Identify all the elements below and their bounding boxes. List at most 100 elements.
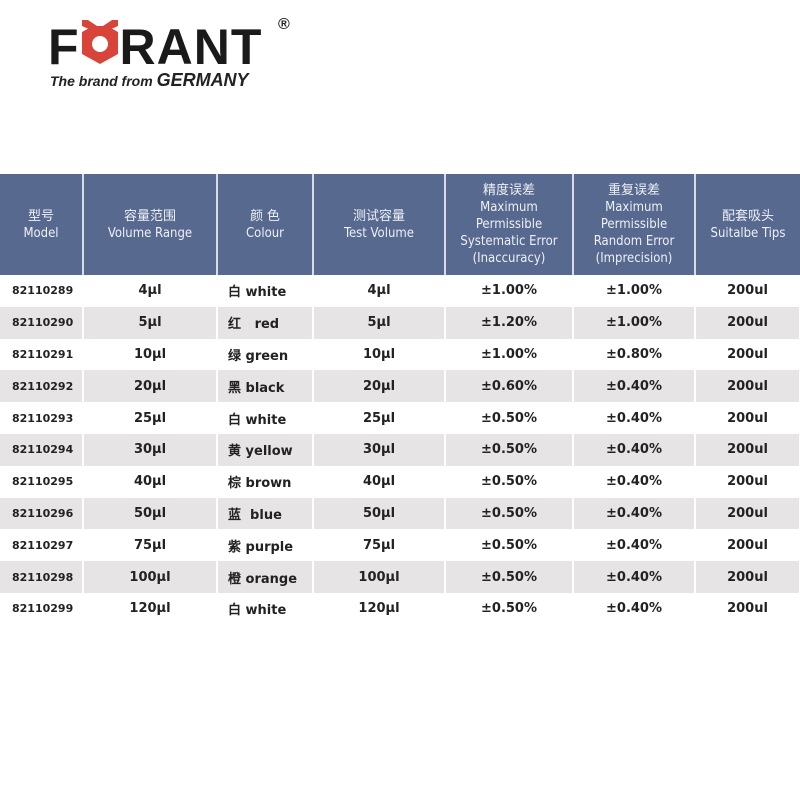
table-cell: ±0.50% (445, 497, 574, 530)
table-cell: 白 white (217, 592, 314, 625)
table-cell: 黄 yellow (217, 433, 314, 466)
table-cell: 82110299 (0, 592, 84, 625)
column-header: 重复误差 Maximum Permissible Random Error (Im… (573, 174, 696, 275)
table-header-row: 型号 Model 容量范围 Volume Range 颜 色 Colour 测试容量 Test… (0, 174, 800, 275)
table-cell: ±0.40% (573, 370, 696, 403)
table-cell: ±0.50% (445, 529, 574, 562)
column-header: 型号 Model (0, 174, 84, 275)
table-cell: 棕 brown (217, 465, 314, 498)
table-cell: 5µl (313, 306, 446, 339)
table-cell: 黑 black (217, 370, 314, 403)
table-cell: 82110291 (0, 338, 84, 371)
table-cell: ±1.00% (573, 275, 696, 307)
column-header-en: Colour (246, 225, 284, 241)
table-cell: 200ul (695, 306, 800, 339)
table-row: 82110294 30µl 黄 yellow 30µl ±0.50% ±0.40% 200u… (0, 433, 800, 466)
table-cell: 蓝 blue (217, 497, 314, 530)
registered-mark: ® (278, 16, 290, 33)
table-cell: 40µl (313, 465, 446, 498)
table-cell: 82110294 (0, 433, 84, 466)
table-cell: 82110296 (0, 497, 84, 530)
table-cell: ±1.00% (445, 275, 574, 307)
table-cell: 10µl (313, 338, 446, 371)
table-cell: 红 red (217, 306, 314, 339)
table-cell: ±1.00% (445, 338, 574, 371)
table-cell: 82110290 (0, 306, 84, 339)
table-cell: 橙 orange (217, 561, 314, 593)
table-row: 82110291 10µl 绿 green 10µl ±1.00% ±0.80% 200ul (0, 338, 800, 371)
table-cell: 200ul (695, 592, 800, 625)
table-cell: 82110292 (0, 370, 84, 403)
tagline: The brand from GERMANY (50, 70, 249, 90)
table-cell: ±0.60% (445, 370, 574, 403)
table-cell: 200ul (695, 433, 800, 466)
table-cell: 200ul (695, 561, 800, 593)
column-header-en: Maximum Permissible Systematic Error (In… (460, 200, 558, 266)
table-cell: 82110298 (0, 561, 84, 593)
table-cell: ±0.50% (445, 592, 574, 625)
column-header-zh: 容量范围 (123, 208, 176, 224)
table-cell: ±0.40% (573, 592, 696, 625)
table-cell: 100µl (313, 561, 446, 593)
table-row: 82110293 25µl 白 white 25µl ±0.50% ±0.40% 200ul (0, 402, 800, 434)
table-cell: 120µl (83, 592, 218, 625)
table-cell: 82110293 (0, 402, 84, 434)
column-header-en: Model (23, 225, 59, 241)
table-cell: ±0.50% (445, 465, 574, 498)
table-cell: ±0.80% (573, 338, 696, 371)
table-cell: 白 white (217, 275, 314, 307)
table-cell: ±0.40% (573, 433, 696, 466)
column-header-zh: 配套吸头 (721, 208, 774, 224)
table-cell: ±0.40% (573, 465, 696, 498)
table-cell: 4µl (313, 275, 446, 307)
table-cell: 200ul (695, 402, 800, 434)
table-cell: ±0.50% (445, 561, 574, 593)
column-header: 颜 色 Colour (217, 174, 314, 275)
table-cell: 200ul (695, 338, 800, 371)
column-header-zh: 颜 色 (250, 208, 280, 224)
table-cell: 50µl (313, 497, 446, 530)
table-cell: 5µl (83, 306, 218, 339)
table-cell: 20µl (313, 370, 446, 403)
table-row: 82110299 120µl 白 white 120µl ±0.50% ±0.40% 200… (0, 592, 800, 625)
column-header-en: Test Volume (344, 225, 414, 241)
table-cell: ±1.20% (445, 306, 574, 339)
column-header-en: Suitalbe Tips (710, 225, 786, 241)
table-cell: 75µl (313, 529, 446, 562)
table-cell: 82110295 (0, 465, 84, 498)
column-header-zh: 重复误差 (607, 183, 660, 198)
column-header: 配套吸头 Suitalbe Tips (695, 174, 800, 275)
table-cell: 20µl (83, 370, 218, 403)
table-cell: 200ul (695, 275, 800, 307)
brand-wordmark: F RANT (48, 19, 263, 75)
table-cell: 75µl (83, 529, 218, 562)
pipette-spec-table: 型号 Model 容量范围 Volume Range 颜 色 Colour 测试容量 Test… (0, 174, 800, 625)
table-cell: ±0.50% (445, 402, 574, 434)
table-cell: 200ul (695, 497, 800, 530)
table-cell: 100µl (83, 561, 218, 593)
table-cell: 10µl (83, 338, 218, 371)
table-cell: 82110289 (0, 275, 84, 307)
table-cell: 30µl (83, 433, 218, 466)
column-header-zh: 精度误差 (482, 183, 535, 198)
table-cell: 绿 green (217, 338, 314, 371)
table-cell: 白 white (217, 402, 314, 434)
table-cell: 25µl (313, 402, 446, 434)
table-cell: 25µl (83, 402, 218, 434)
table-cell: ±0.40% (573, 402, 696, 434)
table-row: 82110289 4µl 白 white 4µl ±1.00% ±1.00% 200ul (0, 275, 800, 307)
column-header-zh: 测试容量 (352, 208, 405, 224)
table-row: 82110298 100µl 橙 orange 100µl ±0.50% ±0.40% 20… (0, 561, 800, 593)
column-header: 测试容量 Test Volume (313, 174, 446, 275)
column-header-zh: 型号 (27, 208, 54, 224)
table-cell: 200ul (695, 529, 800, 562)
table-cell: 50µl (83, 497, 218, 530)
table-row: 82110297 75µl 紫 purple 75µl ±0.50% ±0.40% 200u… (0, 529, 800, 562)
table-cell: 200ul (695, 465, 800, 498)
table-cell: 40µl (83, 465, 218, 498)
table-cell: 200ul (695, 370, 800, 403)
table-cell: 紫 purple (217, 529, 314, 562)
table-cell: 120µl (313, 592, 446, 625)
table-row: 82110296 50µl 蓝 blue 50µl ±0.50% ±0.40% 200ul (0, 497, 800, 530)
table-cell: ±0.50% (445, 433, 574, 466)
